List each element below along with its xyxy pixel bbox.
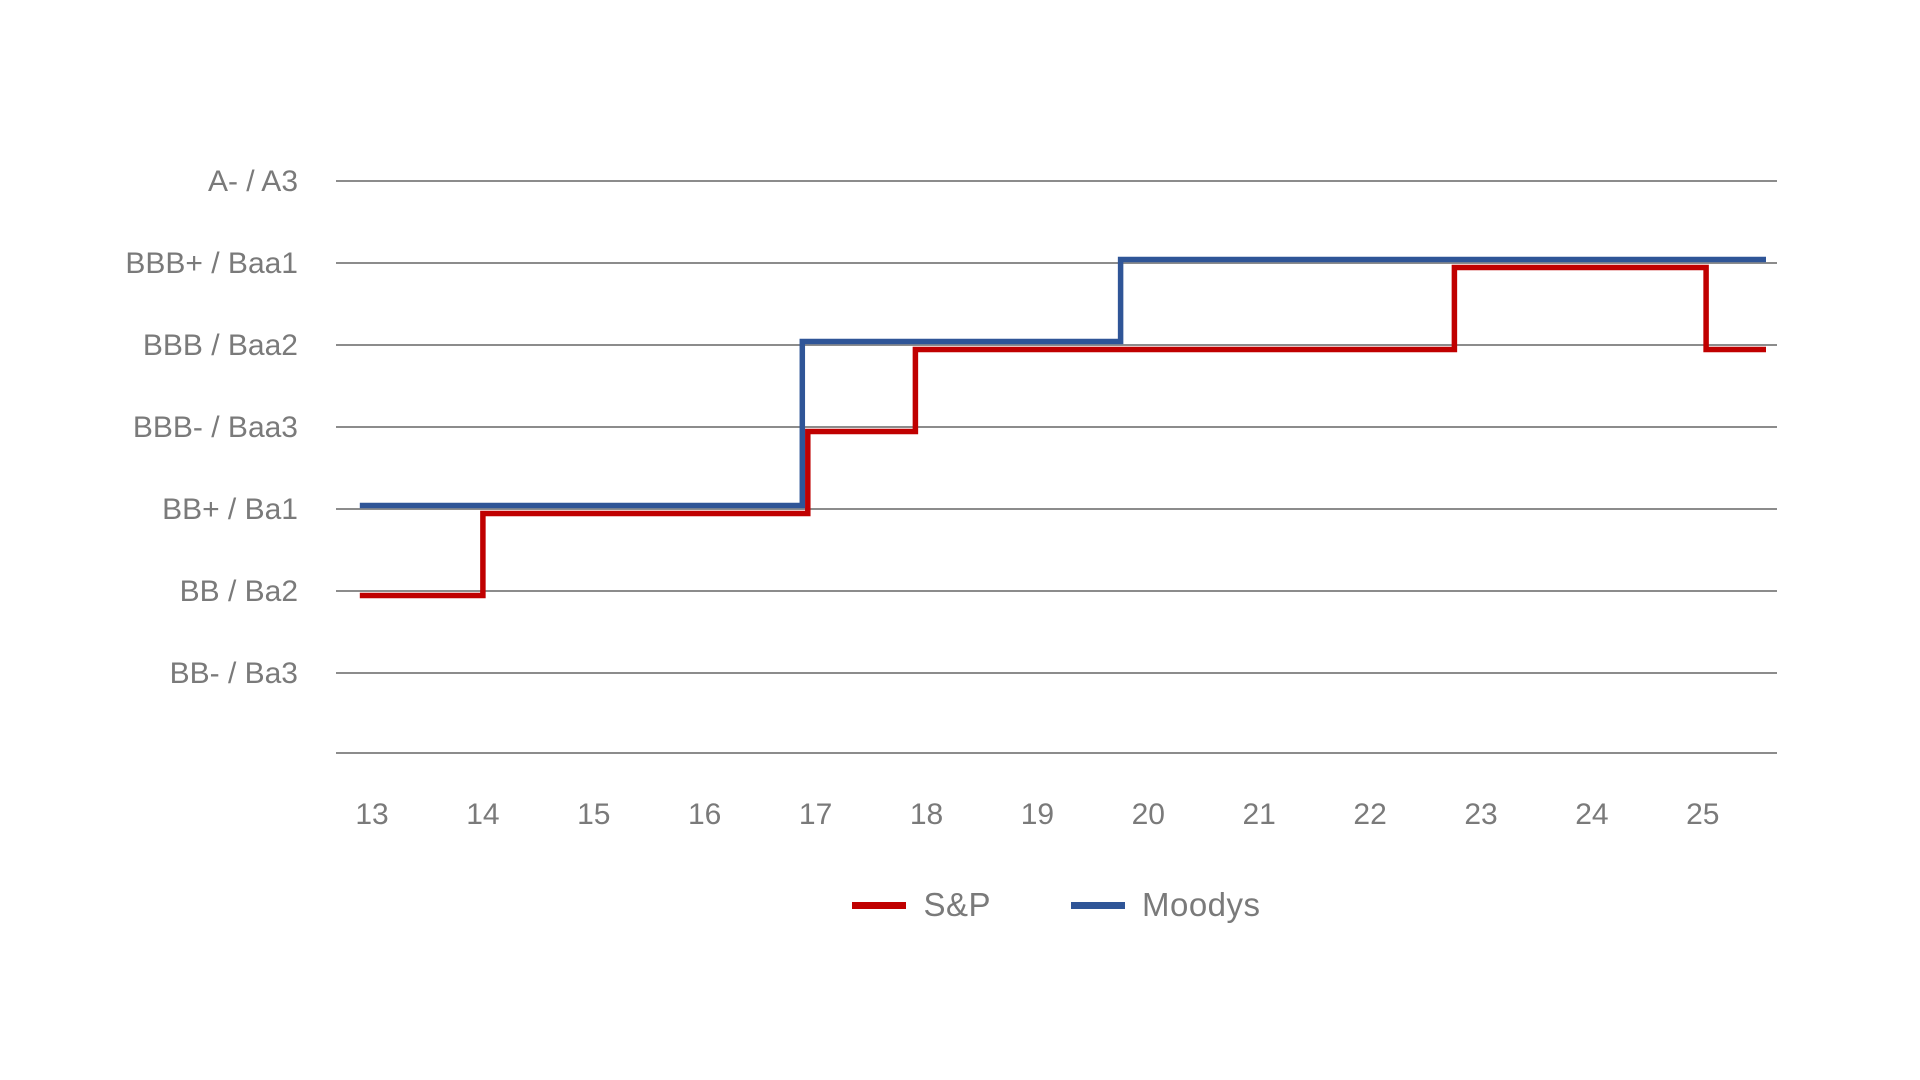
- x-axis-tick-label: 24: [1575, 798, 1608, 831]
- x-axis-tick-label: 13: [355, 798, 388, 831]
- y-axis-label: BB+ / Ba1: [162, 493, 298, 526]
- legend-label-sp: S&P: [923, 886, 991, 923]
- x-axis-tick-label: 22: [1353, 798, 1386, 831]
- x-axis-tick-label: 16: [688, 798, 721, 831]
- legend-swatch-sp: [852, 901, 907, 909]
- y-axis-label: BB / Ba2: [180, 575, 298, 608]
- y-axis-label: BBB / Baa2: [143, 329, 298, 362]
- legend-item-moodys: Moodys: [1070, 886, 1261, 924]
- y-axis-label: BB- / Ba3: [170, 657, 298, 690]
- legend-swatch-moodys: [1070, 901, 1125, 909]
- chart-legend: S&P Moodys: [336, 882, 1777, 928]
- x-axis-tick-label: 15: [577, 798, 610, 831]
- y-axis-label: A- / A3: [208, 165, 298, 198]
- series-line-sp: [359, 264, 1766, 599]
- series-line-moodys: [359, 256, 1766, 509]
- x-axis-tick-label: 20: [1132, 798, 1165, 831]
- x-axis-tick-label: 14: [466, 798, 499, 831]
- x-axis-tick-label: 19: [1021, 798, 1054, 831]
- x-axis-tick-label: 25: [1686, 798, 1719, 831]
- y-axis-label: BBB- / Baa3: [133, 411, 298, 444]
- x-axis-tick-label: 21: [1243, 798, 1276, 831]
- x-axis-tick-label: 17: [799, 798, 832, 831]
- x-axis-tick-label: 18: [910, 798, 943, 831]
- y-axis-label: BBB+ / Baa1: [125, 247, 298, 280]
- legend-item-sp: S&P: [852, 886, 991, 924]
- legend-label-moodys: Moodys: [1141, 886, 1261, 923]
- x-axis-tick-label: 23: [1464, 798, 1497, 831]
